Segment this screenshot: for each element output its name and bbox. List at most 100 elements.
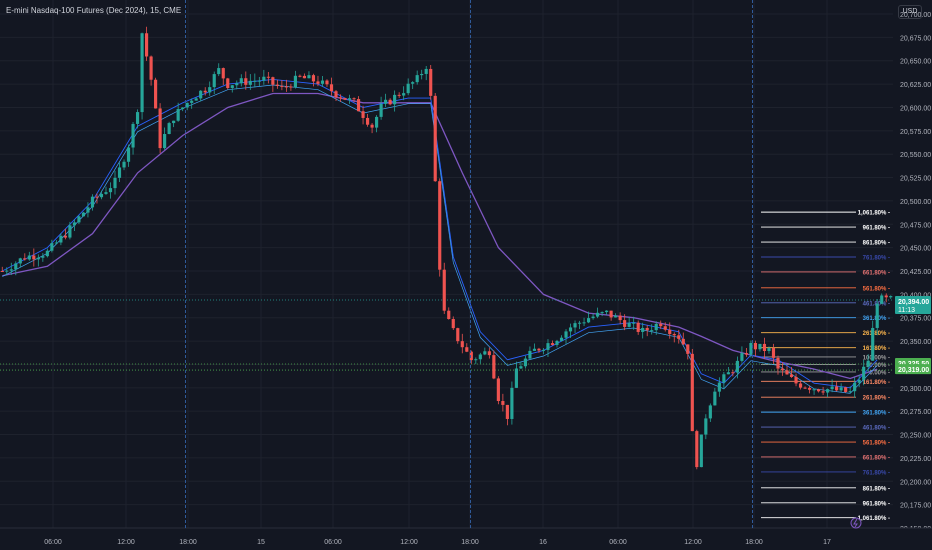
candle-body (704, 418, 708, 435)
candle-body (451, 319, 455, 329)
candle-body (559, 337, 564, 341)
candle-body (659, 323, 663, 327)
candle-body (573, 323, 577, 328)
fib-level-label: 661.80% - (863, 455, 890, 461)
time-axis[interactable]: 06:00 12:00 18:00 15 06:00 12:00 18:00 16 06:00 1… (0, 527, 932, 550)
candle-body (325, 80, 329, 85)
candle-body (753, 342, 758, 350)
session-separator (185, 0, 186, 528)
candle-body (600, 312, 604, 314)
candle-body (5, 270, 9, 272)
candle-body (397, 94, 401, 96)
price-tick: 20,350.00 (900, 339, 931, 346)
candle-body (284, 86, 288, 88)
candle-body (99, 193, 104, 198)
candlesticks (0, 26, 893, 470)
time-tick: 06:00 (609, 539, 627, 546)
candle-body (875, 303, 879, 328)
candle-body (338, 97, 343, 99)
candle-body (591, 316, 595, 319)
candle-body (393, 94, 397, 105)
grid-lines (0, 0, 893, 529)
candle-body (68, 225, 72, 238)
candle-body (695, 431, 699, 468)
candle-body (519, 366, 523, 369)
fib-level-label: 461.80% - (863, 426, 890, 432)
candle-body (663, 326, 667, 330)
candle-body (311, 75, 316, 82)
candle-body (347, 98, 352, 100)
candle-body (749, 342, 753, 355)
time-tick: 16 (539, 539, 547, 546)
candle-body (812, 389, 816, 391)
price-axis[interactable]: 20,700.00 20,675.00 20,650.00 20,625.00 20,6… (893, 0, 932, 550)
currency-button[interactable]: USD (898, 5, 922, 19)
candle-body (880, 295, 884, 304)
candle-body (564, 331, 568, 338)
candle-body (257, 80, 261, 82)
session-separator (470, 0, 471, 528)
candle-body (889, 296, 893, 298)
candle-body (487, 351, 491, 356)
candle-body (271, 77, 275, 85)
candle-body (605, 310, 609, 313)
candle-body (618, 315, 622, 321)
candle-body (226, 78, 230, 89)
candle-body (731, 372, 735, 374)
candle-body (131, 123, 135, 148)
candle-body (95, 196, 99, 198)
candle-body (63, 235, 67, 238)
candle-body (708, 405, 712, 419)
candle-body (713, 391, 717, 406)
candle-body (632, 322, 636, 324)
candle-body (298, 75, 302, 77)
candle-body (266, 76, 270, 78)
candle-body (59, 235, 63, 243)
candle-body (465, 347, 469, 352)
candle-body (420, 73, 424, 76)
candle-body (149, 56, 153, 80)
candle-body (771, 348, 776, 358)
candle-body (762, 343, 767, 352)
candle-body (460, 341, 464, 348)
price-tick: 20,175.00 (900, 503, 931, 510)
candle-body (18, 258, 22, 264)
candle-body (884, 295, 888, 298)
candle-body (744, 353, 749, 355)
price-tick: 20,450.00 (900, 246, 931, 253)
candle-body (717, 382, 721, 392)
fib-level-label: 1,061.80% - (858, 211, 890, 217)
candle-body (582, 322, 586, 324)
candle-body (835, 386, 839, 391)
candle-body (636, 322, 640, 332)
candle-body (212, 74, 216, 88)
candle-body (217, 68, 221, 75)
price-tick: 20,675.00 (900, 35, 931, 42)
candle-body (492, 355, 496, 379)
candle-body (862, 366, 866, 380)
price-tick: 20,375.00 (900, 316, 931, 323)
candle-body (54, 242, 58, 244)
price-tick: 20,275.00 (900, 409, 931, 416)
candle-body (199, 90, 203, 99)
candle-body (402, 93, 406, 96)
candle-body (438, 181, 442, 270)
candle-body (550, 343, 555, 345)
candle-body (235, 83, 239, 86)
time-axis-panel (0, 528, 932, 550)
candle-body (726, 372, 730, 375)
candle-body (172, 120, 176, 124)
candle-body (627, 322, 631, 327)
candle-body (433, 95, 437, 182)
price-tick: 20,300.00 (900, 386, 931, 393)
candle-body (668, 329, 672, 335)
candle-body (45, 250, 49, 257)
candle-body (117, 167, 122, 178)
candle-body (356, 99, 361, 112)
fibonacci-extension[interactable]: 1,061.80% - 961.80% - 861.80% - 761.80% - 66… (761, 211, 890, 523)
candle-body (690, 353, 694, 432)
price-badge (895, 364, 931, 375)
candle-body (329, 84, 334, 92)
